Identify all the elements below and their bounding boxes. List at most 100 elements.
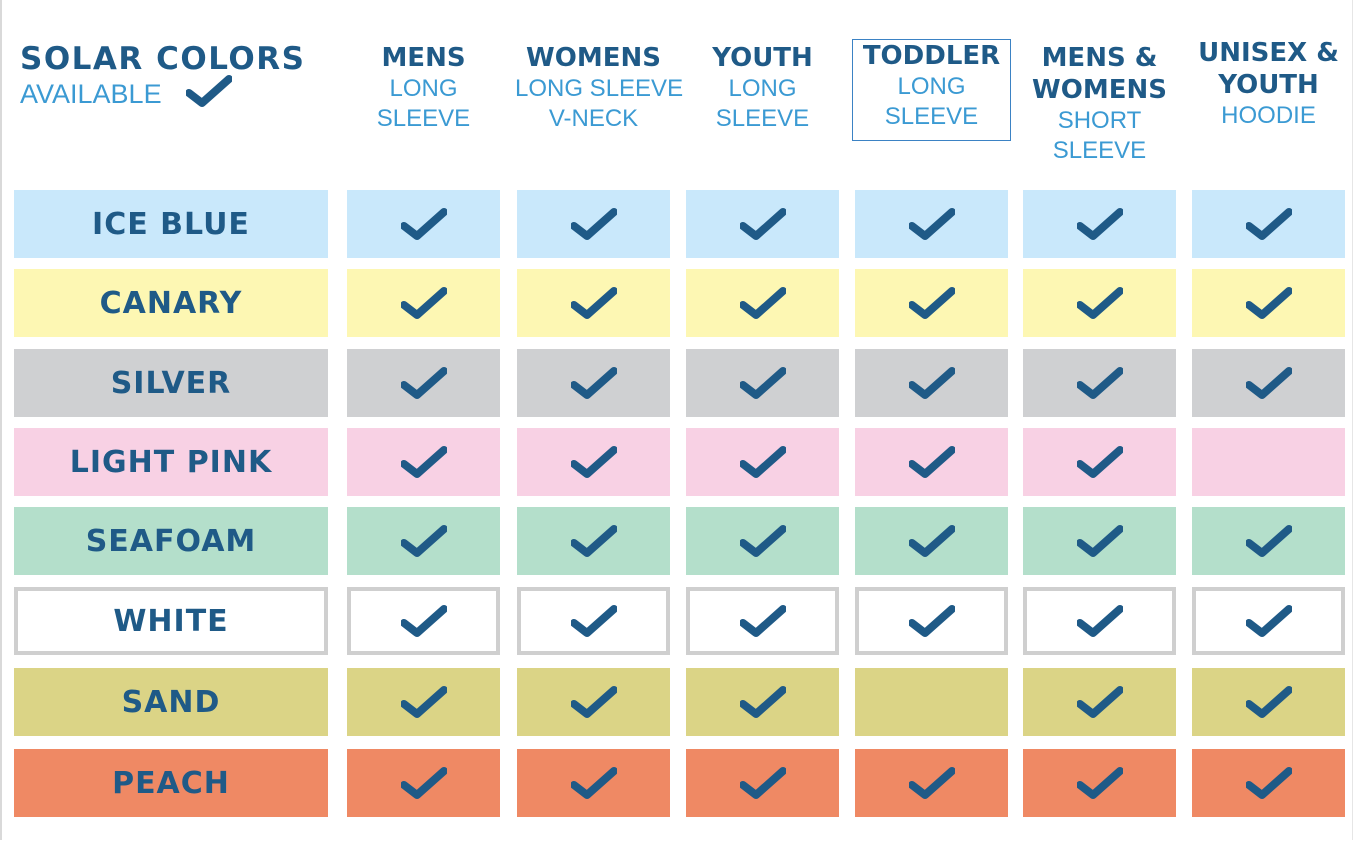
availability-cell [1192, 587, 1345, 655]
check-icon [908, 525, 955, 557]
column-subtitle: HOODIE [1221, 102, 1316, 129]
availability-cell [1023, 349, 1176, 417]
column-title: MENS [381, 43, 466, 73]
availability-cell [1023, 190, 1176, 258]
color-label-cell: PEACH [14, 749, 328, 817]
availability-cell [517, 507, 670, 575]
color-label-cell: ICE BLUE [14, 190, 328, 258]
availability-cell [1192, 507, 1345, 575]
color-name: ICE BLUE [92, 206, 250, 242]
legend-title: SOLAR COLORS [20, 41, 306, 77]
color-label-cell: CANARY [14, 269, 328, 337]
check-icon [1076, 367, 1123, 399]
color-label-cell: SILVER [14, 349, 328, 417]
check-icon [1245, 767, 1292, 799]
check-icon [739, 767, 786, 799]
availability-cell [1192, 749, 1345, 817]
availability-cell [517, 190, 670, 258]
check-icon [400, 446, 447, 478]
check-icon [400, 525, 447, 557]
check-icon [739, 367, 786, 399]
check-icon [908, 446, 955, 478]
availability-cell [686, 749, 839, 817]
availability-cell [347, 428, 500, 496]
availability-cell [855, 507, 1008, 575]
color-name: PEACH [112, 765, 230, 801]
check-icon [185, 75, 232, 107]
check-icon [739, 525, 786, 557]
check-icon [400, 605, 447, 637]
check-icon [570, 605, 617, 637]
check-icon [1076, 605, 1123, 637]
availability-cell [1023, 587, 1176, 655]
check-icon [570, 686, 617, 718]
check-icon [400, 208, 447, 240]
availability-cell [1192, 668, 1345, 736]
availability-cell [1023, 507, 1176, 575]
color-name: SILVER [110, 365, 232, 401]
availability-cell [517, 349, 670, 417]
column-title: YOUTH [712, 43, 813, 73]
availability-cell [855, 428, 1008, 496]
availability-cell [1023, 269, 1176, 337]
check-icon [1076, 525, 1123, 557]
column-title: YOUTH [1218, 70, 1319, 100]
availability-cell [855, 349, 1008, 417]
availability-cell [347, 190, 500, 258]
column-title: UNISEX & [1198, 38, 1339, 68]
availability-cell [347, 349, 500, 417]
check-icon [739, 208, 786, 240]
availability-cell [686, 349, 839, 417]
availability-cell [855, 190, 1008, 258]
color-name: CANARY [99, 285, 243, 321]
availability-cell [855, 587, 1008, 655]
check-icon [570, 525, 617, 557]
availability-cell [855, 668, 1008, 736]
availability-cell [517, 749, 670, 817]
check-icon [908, 767, 955, 799]
availability-cell [517, 668, 670, 736]
check-icon [570, 367, 617, 399]
legend-subtitle: AVAILABLE [20, 79, 162, 109]
check-icon [908, 605, 955, 637]
check-icon [1076, 208, 1123, 240]
availability-cell [347, 269, 500, 337]
check-icon [570, 208, 617, 240]
availability-cell [855, 749, 1008, 817]
column-header: YOUTH LONG SLEEVE [684, 42, 841, 134]
color-label-cell: SAND [14, 668, 328, 736]
availability-cell [517, 269, 670, 337]
check-icon [908, 367, 955, 399]
color-label-cell: WHITE [14, 587, 328, 655]
color-label-cell: SEAFOAM [14, 507, 328, 575]
availability-cell [1023, 668, 1176, 736]
availability-cell [686, 507, 839, 575]
availability-cell [347, 668, 500, 736]
column-subtitle: LONG [897, 73, 966, 100]
check-icon [570, 287, 617, 319]
availability-cell [686, 428, 839, 496]
availability-cell [517, 587, 670, 655]
color-label-cell: LIGHT PINK [14, 428, 328, 496]
availability-cell [1192, 190, 1345, 258]
check-icon [1245, 605, 1292, 637]
availability-cell [686, 190, 839, 258]
column-subtitle: LONG [389, 75, 458, 102]
availability-cell [347, 507, 500, 575]
check-icon [1076, 287, 1123, 319]
column-subtitle: SLEEVE [376, 105, 471, 132]
check-icon [1245, 367, 1292, 399]
availability-cell [1023, 428, 1176, 496]
column-subtitle: LONG [728, 75, 797, 102]
availability-cell [686, 587, 839, 655]
check-icon [570, 446, 617, 478]
column-subtitle: SHORT [1057, 107, 1142, 134]
color-name: SEAFOAM [85, 523, 257, 559]
availability-cell [1192, 349, 1345, 417]
check-icon [739, 287, 786, 319]
availability-cell [1023, 749, 1176, 817]
check-icon [908, 208, 955, 240]
column-title: WOMENS [526, 43, 661, 73]
availability-cell [855, 269, 1008, 337]
